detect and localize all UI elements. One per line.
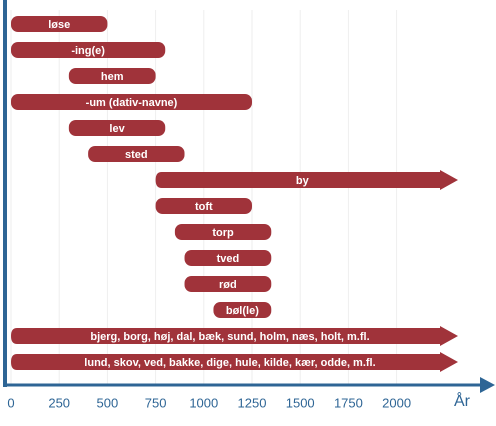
x-axis-arrow [480,377,495,393]
x-tick-label: 250 [48,395,70,410]
bar-label: lev [109,123,125,135]
x-tick-label: 750 [145,395,167,410]
x-tick-label: 500 [97,395,119,410]
x-tick-label: 1500 [286,395,315,410]
bar-label: rød [219,279,237,291]
bar-label: by [296,175,310,187]
bar [11,16,108,32]
bar [155,198,252,214]
bar [184,276,272,292]
bar [174,224,272,240]
bar [68,68,156,84]
bar-label: lund, skov, ved, bakke, dige, hule, kild… [84,357,375,369]
bar [213,302,272,318]
bar [11,94,252,110]
x-axis-label: År [454,391,471,410]
bar-label: tved [217,253,240,265]
x-tick-label: 1000 [189,395,218,410]
bar-label: hem [101,71,124,83]
bar-label: -um (dativ-navne) [86,97,178,109]
bar [11,352,458,372]
bar-label: bjerg, borg, høj, dal, bæk, sund, holm, … [90,331,369,343]
bar [11,42,166,58]
bar [184,250,272,266]
x-tick-label: 1250 [238,395,267,410]
bar-label: -ing(e) [71,45,105,57]
bar [88,146,185,162]
bar [68,120,166,136]
x-tick-label: 0 [7,395,14,410]
bar-label: bøl(le) [226,305,259,317]
x-tick-label: 2000 [382,395,411,410]
x-tick-label: 1750 [334,395,363,410]
bar-label: toft [195,201,213,213]
bar [155,170,458,190]
bar-label: torp [212,227,234,239]
bar [11,326,458,346]
bar-label: løse [48,19,70,31]
bar-label: sted [125,149,148,161]
